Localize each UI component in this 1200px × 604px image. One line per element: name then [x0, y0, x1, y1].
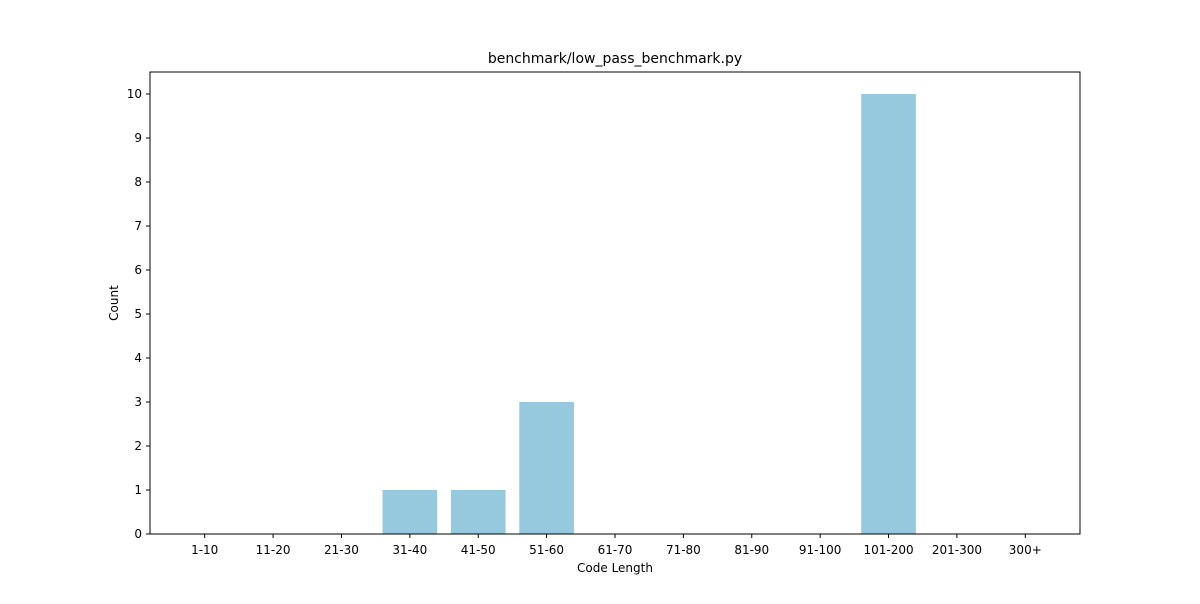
x-axis-ticks: 1-10 11-20 21-30 31-40 41-50 51-60 61-70 71-80 8… [191, 534, 1042, 557]
x-tick-label: 51-60 [529, 543, 564, 557]
x-tick-label: 21-30 [324, 543, 359, 557]
x-tick-label: 11-20 [256, 543, 291, 557]
bar-101-200 [861, 94, 916, 534]
bar-31-40 [382, 490, 438, 534]
x-axis-label: Code Length [577, 561, 653, 575]
y-tick-label: 3 [134, 395, 142, 409]
y-tick-label: 6 [134, 263, 142, 277]
x-tick-label: 1-10 [191, 543, 218, 557]
x-tick-label: 300+ [1009, 543, 1042, 557]
bars-layer [382, 94, 916, 534]
y-tick-label: 5 [134, 307, 142, 321]
y-tick-label: 0 [134, 527, 142, 541]
plot-area-frame [149, 71, 1081, 535]
chart-title: benchmark/low_pass_benchmark.py [488, 51, 742, 67]
y-tick-label: 9 [134, 131, 142, 145]
bar-41-50 [450, 490, 506, 534]
y-tick-label: 10 [127, 87, 142, 101]
y-tick-label: 8 [134, 175, 142, 189]
y-tick-label: 2 [134, 439, 142, 453]
y-tick-label: 1 [134, 483, 142, 497]
y-axis-ticks: 0 1 2 3 4 5 6 7 8 9 10 [127, 87, 150, 541]
y-axis-label: Count [107, 285, 121, 321]
x-tick-label: 41-50 [461, 543, 496, 557]
x-tick-label: 201-300 [932, 543, 982, 557]
bar-51-60 [519, 402, 574, 534]
y-tick-label: 4 [134, 351, 142, 365]
x-tick-label: 71-80 [666, 543, 701, 557]
x-tick-label: 81-90 [734, 543, 769, 557]
y-tick-label: 7 [134, 219, 142, 233]
x-tick-label: 101-200 [863, 543, 913, 557]
x-tick-label: 61-70 [598, 543, 633, 557]
x-tick-label: 31-40 [392, 543, 427, 557]
x-tick-label: 91-100 [799, 543, 842, 557]
